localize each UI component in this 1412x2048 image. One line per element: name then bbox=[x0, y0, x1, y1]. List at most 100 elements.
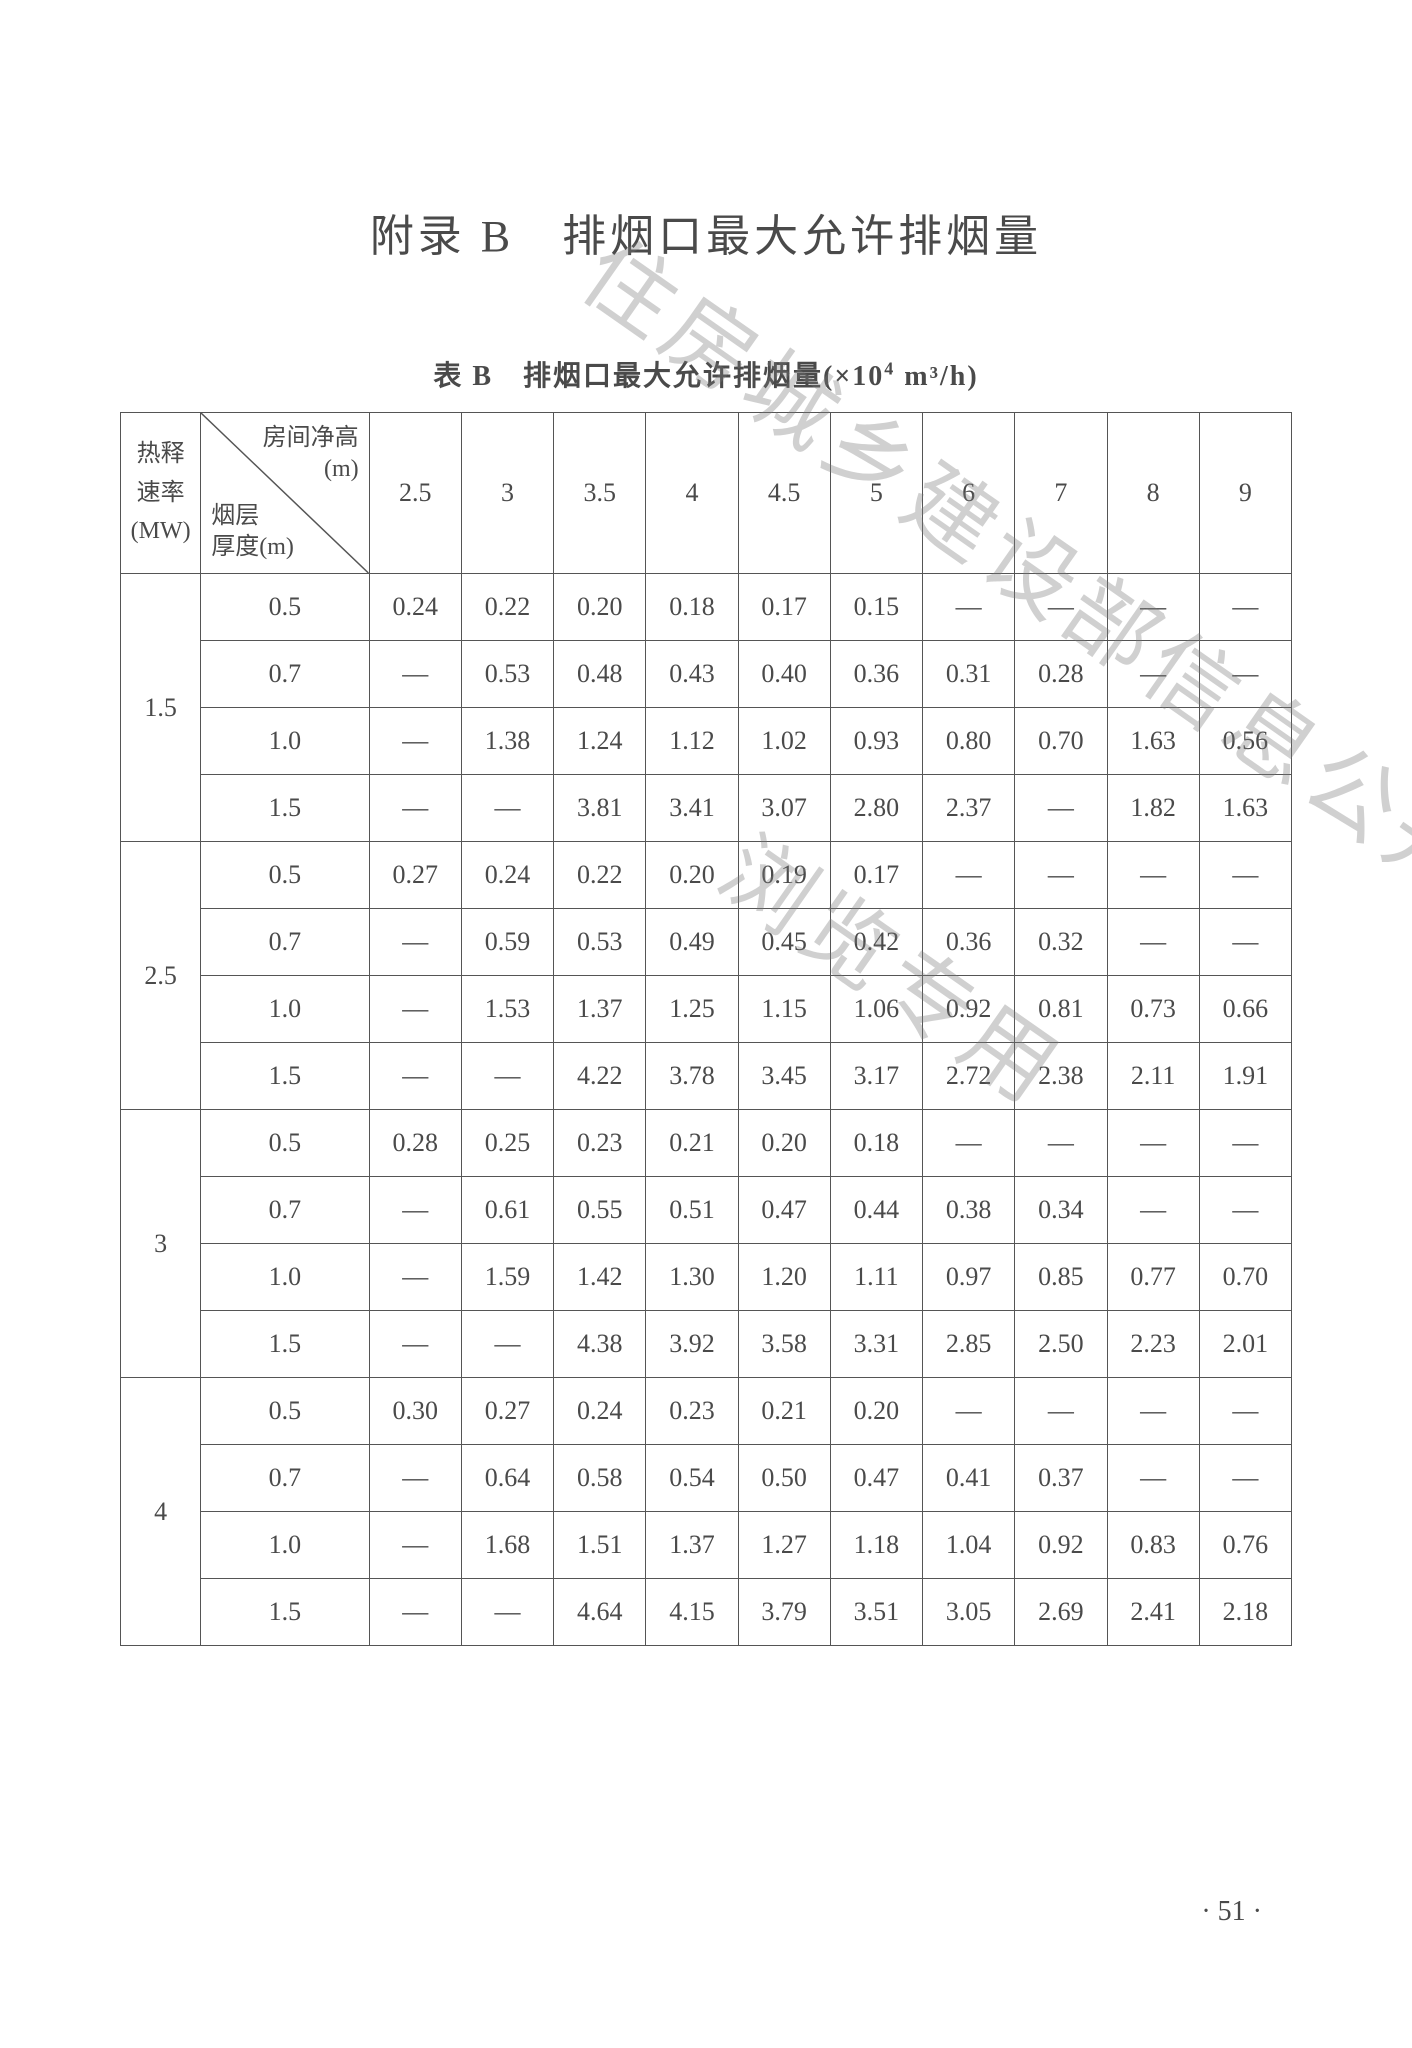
thickness-cell: 1.0 bbox=[201, 708, 369, 775]
diag-bottom-l1: 烟层 bbox=[211, 501, 294, 532]
value-cell: 3.58 bbox=[738, 1311, 830, 1378]
thickness-cell: 1.0 bbox=[201, 976, 369, 1043]
rate-header: 热释 速率 (MW) bbox=[121, 413, 201, 574]
thickness-cell: 0.5 bbox=[201, 1110, 369, 1177]
value-cell: 3.07 bbox=[738, 775, 830, 842]
value-cell: 0.20 bbox=[646, 842, 738, 909]
thickness-cell: 1.5 bbox=[201, 1579, 369, 1646]
value-cell: 0.80 bbox=[923, 708, 1015, 775]
rate-cell: 2.5 bbox=[121, 842, 201, 1110]
value-cell: — bbox=[1107, 1445, 1199, 1512]
col-header: 7 bbox=[1015, 413, 1107, 574]
smoke-table: 热释 速率 (MW) 房间净高 (m) 烟层 厚度(m) 2.5 3 3.5 bbox=[120, 412, 1292, 1646]
value-cell: 0.59 bbox=[461, 909, 553, 976]
thickness-cell: 0.7 bbox=[201, 909, 369, 976]
value-cell: — bbox=[1107, 1110, 1199, 1177]
value-cell: 0.23 bbox=[646, 1378, 738, 1445]
value-cell: 0.15 bbox=[830, 574, 922, 641]
value-cell: 3.79 bbox=[738, 1579, 830, 1646]
value-cell: — bbox=[1199, 574, 1291, 641]
value-cell: 3.41 bbox=[646, 775, 738, 842]
value-cell: 0.47 bbox=[830, 1445, 922, 1512]
value-cell: — bbox=[1015, 1110, 1107, 1177]
value-cell: 0.34 bbox=[1015, 1177, 1107, 1244]
value-cell: 0.21 bbox=[738, 1378, 830, 1445]
rate-cell: 1.5 bbox=[121, 574, 201, 842]
value-cell: 0.32 bbox=[1015, 909, 1107, 976]
value-cell: 2.72 bbox=[923, 1043, 1015, 1110]
table-row: 0.7—0.530.480.430.400.360.310.28—— bbox=[121, 641, 1292, 708]
value-cell: 1.06 bbox=[830, 976, 922, 1043]
value-cell: — bbox=[369, 1311, 461, 1378]
value-cell: — bbox=[1107, 574, 1199, 641]
value-cell: — bbox=[923, 1110, 1015, 1177]
diag-bottom-l2: 厚度(m) bbox=[211, 532, 294, 563]
value-cell: 0.61 bbox=[461, 1177, 553, 1244]
value-cell: — bbox=[461, 1579, 553, 1646]
value-cell: 2.80 bbox=[830, 775, 922, 842]
value-cell: 0.85 bbox=[1015, 1244, 1107, 1311]
value-cell: 0.41 bbox=[923, 1445, 1015, 1512]
value-cell: 0.36 bbox=[923, 909, 1015, 976]
value-cell: — bbox=[1107, 1177, 1199, 1244]
table-row: 1.5——4.644.153.793.513.052.692.412.18 bbox=[121, 1579, 1292, 1646]
table-row: 0.7—0.590.530.490.450.420.360.32—— bbox=[121, 909, 1292, 976]
value-cell: — bbox=[923, 842, 1015, 909]
value-cell: 0.30 bbox=[369, 1378, 461, 1445]
value-cell: 0.24 bbox=[369, 574, 461, 641]
table-caption: 表 B 排烟口最大允许排烟量(×104 m³/h) bbox=[120, 354, 1292, 394]
value-cell: 0.92 bbox=[923, 976, 1015, 1043]
caption-suffix: m³/h) bbox=[895, 361, 978, 392]
value-cell: — bbox=[1015, 842, 1107, 909]
col-header: 4.5 bbox=[738, 413, 830, 574]
value-cell: 0.18 bbox=[646, 574, 738, 641]
rate-header-l2: 速率 bbox=[121, 474, 200, 512]
table-row: 40.50.300.270.240.230.210.20———— bbox=[121, 1378, 1292, 1445]
value-cell: 2.69 bbox=[1015, 1579, 1107, 1646]
table-row: 1.0—1.531.371.251.151.060.920.810.730.66 bbox=[121, 976, 1292, 1043]
value-cell: — bbox=[369, 976, 461, 1043]
value-cell: 0.47 bbox=[738, 1177, 830, 1244]
value-cell: 0.66 bbox=[1199, 976, 1291, 1043]
thickness-cell: 1.5 bbox=[201, 1043, 369, 1110]
table-row: 1.0—1.591.421.301.201.110.970.850.770.70 bbox=[121, 1244, 1292, 1311]
value-cell: 1.20 bbox=[738, 1244, 830, 1311]
table-row: 30.50.280.250.230.210.200.18———— bbox=[121, 1110, 1292, 1177]
table-row: 1.5——4.223.783.453.172.722.382.111.91 bbox=[121, 1043, 1292, 1110]
value-cell: 3.45 bbox=[738, 1043, 830, 1110]
value-cell: 0.17 bbox=[738, 574, 830, 641]
diagonal-header: 房间净高 (m) 烟层 厚度(m) bbox=[201, 413, 369, 574]
value-cell: — bbox=[369, 708, 461, 775]
value-cell: 0.73 bbox=[1107, 976, 1199, 1043]
value-cell: 0.42 bbox=[830, 909, 922, 976]
value-cell: 1.63 bbox=[1107, 708, 1199, 775]
col-header: 3.5 bbox=[554, 413, 646, 574]
value-cell: — bbox=[1199, 1110, 1291, 1177]
value-cell: — bbox=[1015, 1378, 1107, 1445]
value-cell: 4.64 bbox=[554, 1579, 646, 1646]
value-cell: 1.68 bbox=[461, 1512, 553, 1579]
value-cell: — bbox=[369, 641, 461, 708]
value-cell: — bbox=[369, 1579, 461, 1646]
value-cell: 1.51 bbox=[554, 1512, 646, 1579]
thickness-cell: 0.7 bbox=[201, 1445, 369, 1512]
value-cell: — bbox=[1015, 574, 1107, 641]
value-cell: 0.21 bbox=[646, 1110, 738, 1177]
value-cell: 1.38 bbox=[461, 708, 553, 775]
value-cell: 0.22 bbox=[554, 842, 646, 909]
value-cell: 0.20 bbox=[830, 1378, 922, 1445]
page-number: · 51 · bbox=[1201, 1896, 1262, 1928]
value-cell: — bbox=[1199, 842, 1291, 909]
rate-header-l1: 热释 bbox=[121, 435, 200, 473]
value-cell: 3.78 bbox=[646, 1043, 738, 1110]
value-cell: 0.40 bbox=[738, 641, 830, 708]
value-cell: 2.18 bbox=[1199, 1579, 1291, 1646]
value-cell: 1.18 bbox=[830, 1512, 922, 1579]
thickness-cell: 0.7 bbox=[201, 1177, 369, 1244]
value-cell: — bbox=[1199, 1378, 1291, 1445]
rate-header-l3: (MW) bbox=[121, 512, 200, 550]
value-cell: 0.25 bbox=[461, 1110, 553, 1177]
value-cell: 0.50 bbox=[738, 1445, 830, 1512]
value-cell: 4.38 bbox=[554, 1311, 646, 1378]
value-cell: — bbox=[1199, 909, 1291, 976]
